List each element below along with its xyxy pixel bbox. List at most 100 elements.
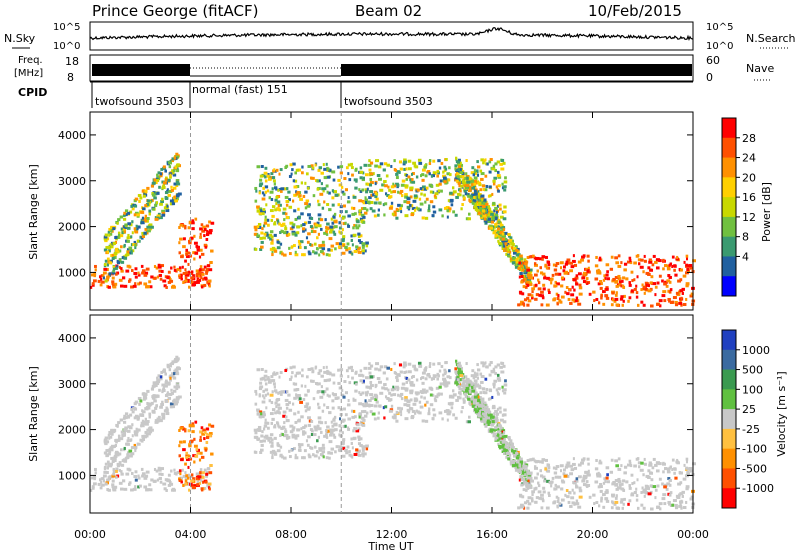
velocity-cell (144, 392, 148, 396)
velocity-cell (428, 365, 432, 369)
colorbar-segment (722, 157, 736, 178)
velocity-cell (605, 466, 610, 470)
power-cell (531, 254, 535, 258)
power-cell (350, 206, 354, 210)
velocity-cell (352, 409, 356, 413)
velocity-cell (160, 467, 165, 471)
velocity-cell (361, 423, 366, 427)
power-cell (153, 196, 157, 200)
power-cell (491, 167, 496, 171)
velocity-cell (254, 389, 258, 393)
power-cell (605, 263, 610, 267)
velocity-cell (166, 391, 169, 395)
velocity-cell (275, 390, 278, 394)
velocity-cell (360, 422, 363, 426)
power-cell (494, 213, 499, 217)
power-cell (279, 231, 282, 235)
velocity-cell (326, 429, 331, 433)
velocity-cell (499, 365, 503, 369)
power-cell (120, 269, 124, 273)
velocity-cell (185, 455, 189, 459)
power-cell (488, 160, 492, 164)
power-cell (341, 228, 344, 232)
velocity-cell (484, 377, 488, 381)
power-cell (504, 245, 507, 249)
power-cell (195, 269, 199, 273)
power-cell (368, 168, 372, 172)
power-cell (106, 268, 109, 272)
power-cell (573, 263, 578, 267)
power-cell (602, 290, 606, 294)
velocity-cell (383, 383, 387, 387)
velocity-cell (304, 409, 308, 413)
power-cell (164, 176, 168, 180)
velocity-cell (158, 388, 161, 392)
power-cell (356, 220, 360, 224)
velocity-cell (128, 468, 132, 472)
velocity-cell (358, 402, 363, 406)
y-tick-label: 3000 (58, 175, 86, 188)
velocity-cell (544, 467, 548, 471)
velocity-cell (170, 362, 175, 366)
velocity-cell (145, 488, 149, 492)
power-cell (154, 216, 159, 220)
power-panel-bg (90, 112, 693, 310)
power-cell (643, 291, 646, 295)
power-cell (320, 171, 324, 175)
velocity-cell (527, 479, 532, 483)
power-cell (131, 268, 134, 272)
power-cell (352, 206, 356, 210)
velocity-cell (552, 466, 556, 470)
velocity-cell (344, 424, 347, 428)
power-cell (154, 192, 158, 196)
velocity-cell (350, 437, 353, 441)
power-cell (164, 191, 169, 195)
power-cell (503, 249, 507, 253)
power-cell (442, 176, 447, 180)
power-cell (204, 245, 208, 249)
velocity-cell (558, 502, 562, 506)
power-cell (440, 189, 443, 193)
velocity-cell (508, 453, 512, 457)
power-cell (133, 204, 138, 208)
power-cell (110, 245, 114, 249)
power-cell (512, 246, 517, 250)
velocity-cell (525, 468, 528, 472)
power-cell (283, 187, 288, 191)
power-cell (388, 195, 393, 199)
velocity-cell (339, 445, 342, 449)
velocity-cell (436, 372, 440, 376)
velocity-cell (274, 401, 278, 405)
power-cell (470, 199, 474, 203)
power-cell (605, 273, 609, 277)
velocity-cell (187, 465, 190, 469)
velocity-cell (325, 429, 328, 433)
velocity-cell (369, 403, 374, 407)
power-cell (276, 240, 280, 244)
velocity-cell (284, 428, 287, 432)
velocity-cell (191, 424, 195, 428)
velocity-cell (569, 504, 573, 508)
velocity-cell (494, 372, 497, 376)
velocity-cell (455, 379, 459, 383)
velocity-cell (262, 411, 266, 415)
power-cell (109, 232, 113, 236)
velocity-cell (150, 428, 154, 432)
power-cell (346, 242, 350, 246)
power-cell (501, 226, 506, 230)
power-cell (288, 198, 291, 202)
velocity-cell (134, 478, 138, 482)
velocity-cell (628, 499, 632, 503)
power-cell (636, 303, 640, 307)
velocity-cell (479, 372, 483, 376)
velocity-cell (441, 417, 444, 421)
velocity-cell (461, 383, 464, 387)
power-cell (501, 237, 505, 241)
power-cell (401, 179, 406, 183)
velocity-cell (553, 487, 558, 491)
power-cell (650, 304, 654, 308)
velocity-cell (436, 377, 440, 381)
power-cell (173, 265, 176, 269)
velocity-cell (640, 461, 644, 465)
velocity-cell (497, 438, 501, 442)
